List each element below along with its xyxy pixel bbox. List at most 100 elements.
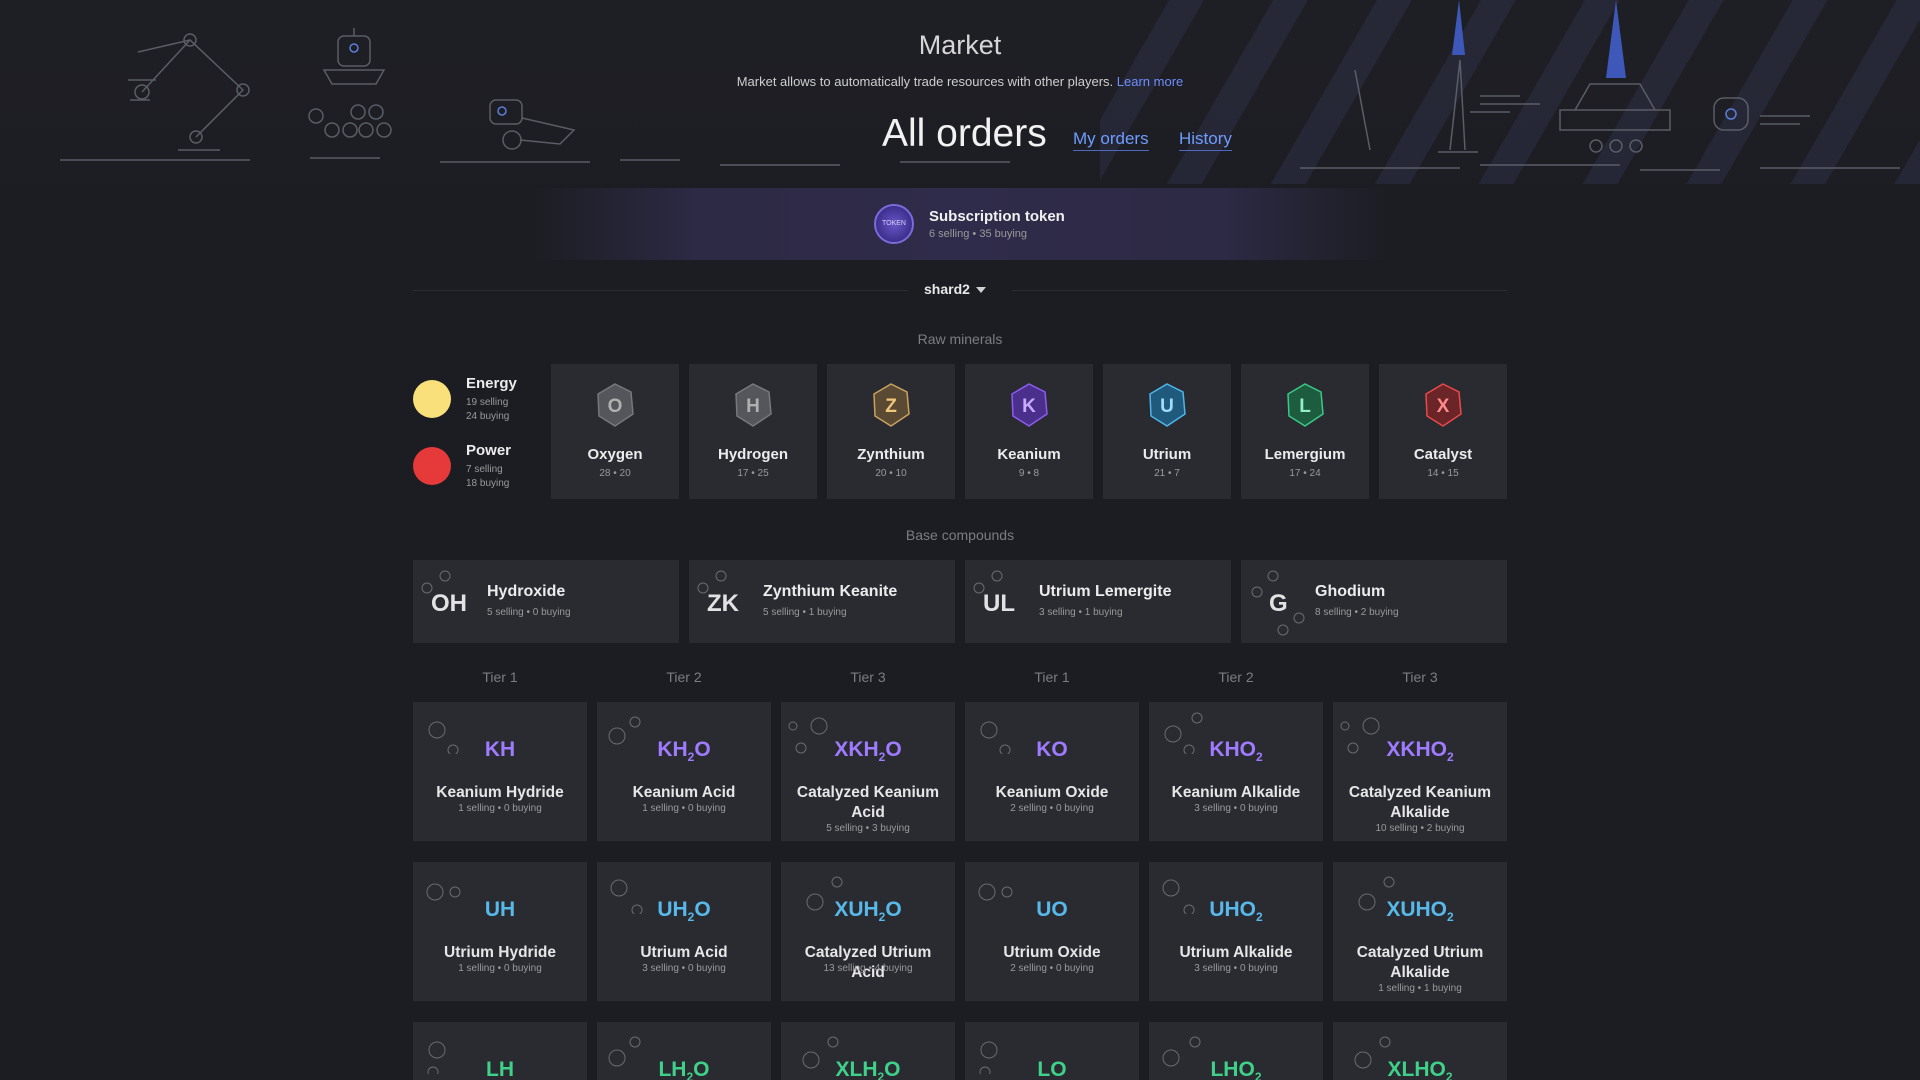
boost-card-lh[interactable]: LH [413,1022,587,1080]
mineral-stats: 21 • 7 [1154,468,1180,479]
boost-card-xlh2o[interactable]: XLH2O [781,1022,955,1080]
mineral-stats: 9 • 8 [1018,468,1040,479]
boost-name: Utrium Hydride [444,944,556,961]
page-title: Market [918,30,1002,60]
compound-symbol: OH [431,590,467,617]
svg-text:H: H [746,396,760,417]
keanium-oxide-structure-icon [980,721,1011,754]
boost-stats: 1 selling • 0 buying [458,803,542,814]
resource-buying: 18 buying [466,478,510,489]
boost-formula: UO [1036,898,1068,921]
compound-card-zynthium-keanite[interactable]: ZK Zynthium Keanite 5 selling • 1 buying [689,560,955,643]
learn-more-link[interactable]: Learn more [1116,74,1184,89]
compound-card-ghodium[interactable]: G Ghodium 8 selling • 2 buying [1241,560,1507,643]
boost-card-catalyzed-utrium-acid[interactable]: XUH2O Catalyzed Utrium Acid 13 selling •… [781,862,955,1001]
compound-card-hydroxide[interactable]: OH Hydroxide 5 selling • 0 buying [413,560,679,643]
boost-card-xlho2[interactable]: XLHO2 [1333,1022,1507,1080]
boost-name: Catalyzed Keanium Alkalide [1348,784,1492,821]
boost-card-catalyzed-keanium-alkalide[interactable]: XKHO2 Catalyzed Keanium Alkalide 10 sell… [1333,702,1507,841]
keanium-alkalide-structure-icon [1164,712,1203,754]
boost-card-catalyzed-keanium-acid[interactable]: XKH2O Catalyzed Keanium Acid 5 selling •… [781,702,955,841]
boost-card-utrium-alkalide[interactable]: UHO2 Utrium Alkalide 3 selling • 0 buyin… [1149,862,1323,1001]
utrium-lemergite-structure-icon [973,570,1003,594]
tier-label: Tier 1 [482,669,518,685]
subscription-token-banner[interactable] [530,188,1390,260]
mineral-name: Lemergium [1264,446,1346,463]
boost-stats: 2 selling • 0 buying [1010,803,1094,814]
boost-stats: 1 selling • 0 buying [458,963,542,974]
boost-card-keanium-alkalide[interactable]: KHO2 Keanium Alkalide 3 selling • 0 buyi… [1149,702,1323,841]
compound-symbol: G [1269,590,1288,617]
boost-stats: 1 selling • 0 buying [642,803,726,814]
resource-selling: 19 selling [466,397,509,408]
token-stats: 6 selling • 35 buying [929,228,1028,240]
catalyzed-keanium-acid-structure-icon [788,717,828,754]
svg-text:Z: Z [885,396,897,417]
mineral-card-lemergium[interactable]: L Lemergium 17 • 24 [1241,364,1369,499]
mineral-stats: 28 • 20 [599,468,631,479]
boost-formula: XUH2O [834,898,902,925]
boost-stats: 3 selling • 0 buying [642,963,726,974]
boost-formula: LH [486,1058,514,1080]
compound-stats: 3 selling • 1 buying [1039,607,1123,618]
shard-dropdown[interactable]: shard2 [924,281,986,297]
compound-name: Ghodium [1315,583,1386,600]
mineral-name: Utrium [1142,446,1192,463]
resource-selling: 7 selling [466,464,503,475]
utrium-acid-structure-icon [610,879,643,914]
mineral-card-utrium[interactable]: U Utrium 21 • 7 [1103,364,1231,499]
shard-dropdown-value: shard2 [924,281,970,297]
compound-card-utrium-lemergite[interactable]: UL Utrium Lemergite 3 selling • 1 buying [965,560,1231,643]
boost-stats: 3 selling • 0 buying [1194,963,1278,974]
boost-formula: XLHO2 [1387,1058,1453,1080]
mineral-card-catalyst[interactable]: X Catalyst 14 • 15 [1379,364,1507,499]
section-raw-minerals: Raw minerals [917,331,1003,347]
utrium-hydride-structure-icon [426,883,461,901]
market-description: Market allows to automatically trade res… [0,74,1920,89]
boost-name: Catalyzed Keanium Acid [796,784,940,821]
mineral-card-oxygen[interactable]: O Oxygen 28 • 20 [551,364,679,499]
boost-formula: XKHO2 [1386,738,1454,765]
market-description-text: Market allows to automatically trade res… [736,74,1114,89]
mineral-card-zynthium[interactable]: Z Zynthium 20 • 10 [827,364,955,499]
header-robot-illustration [60,0,1900,171]
oxygen-icon: O [597,383,634,427]
boost-card-keanium-acid[interactable]: KH2O Keanium Acid 1 selling • 0 buying [597,702,771,841]
shard-divider-right [1012,290,1507,291]
compound-symbol: ZK [707,590,739,617]
boost-card-lh2o[interactable]: LH2O [597,1022,771,1080]
boost-name: Catalyzed Utrium Acid [804,944,932,981]
tab-history[interactable]: History [1179,129,1232,151]
mineral-name: Oxygen [587,446,643,463]
mineral-card-keanium[interactable]: K Keanium 9 • 8 [965,364,1093,499]
boost-name: Keanium Alkalide [1171,784,1301,801]
compound-symbol: UL [983,590,1015,617]
boost-card-keanium-hydride[interactable]: KH Keanium Hydride 1 selling • 0 buying [413,702,587,841]
boost-card-utrium-acid[interactable]: UH2O Utrium Acid 3 selling • 0 buying [597,862,771,1001]
compound-name: Hydroxide [487,583,566,600]
header-decoration-stripes [1100,0,1920,184]
compound-name: Zynthium Keanite [763,583,898,600]
catalyst-icon: X [1425,383,1462,427]
boost-card-lho2[interactable]: LHO2 [1149,1022,1323,1080]
boost-formula: KH [484,738,516,761]
boost-card-utrium-oxide[interactable]: UO Utrium Oxide 2 selling • 0 buying [965,862,1139,1001]
mineral-card-hydrogen[interactable]: H Hydrogen 17 • 25 [689,364,817,499]
market-header-banner [0,0,1920,184]
utrium-oxide-structure-icon [978,883,1013,901]
tier-label: Tier 1 [1034,669,1070,685]
boost-card-catalyzed-utrium-alkalide[interactable]: XUHO2 Catalyzed Utrium Alkalide 1 sellin… [1333,862,1507,1001]
boost-formula: KH2O [657,738,711,765]
tab-my-orders[interactable]: My orders [1073,129,1149,151]
boost-formula: LH2O [658,1058,710,1080]
keanium-acid-structure-icon [608,716,641,745]
tier-label: Tier 2 [666,669,702,685]
boost-card-lo[interactable]: LO [965,1022,1139,1080]
boost-card-keanium-oxide[interactable]: KO Keanium Oxide 2 selling • 0 buying [965,702,1139,841]
boost-formula: UHO2 [1209,898,1263,925]
boost-card-utrium-hydride[interactable]: UH Utrium Hydride 1 selling • 0 buying [413,862,587,1001]
all-orders-heading: All orders [882,112,1047,155]
boost-stats: 10 selling • 2 buying [1375,823,1465,834]
catalyzed-utrium-alkalide-structure-icon [1358,876,1395,911]
ghodium-structure-icon [1251,570,1305,636]
